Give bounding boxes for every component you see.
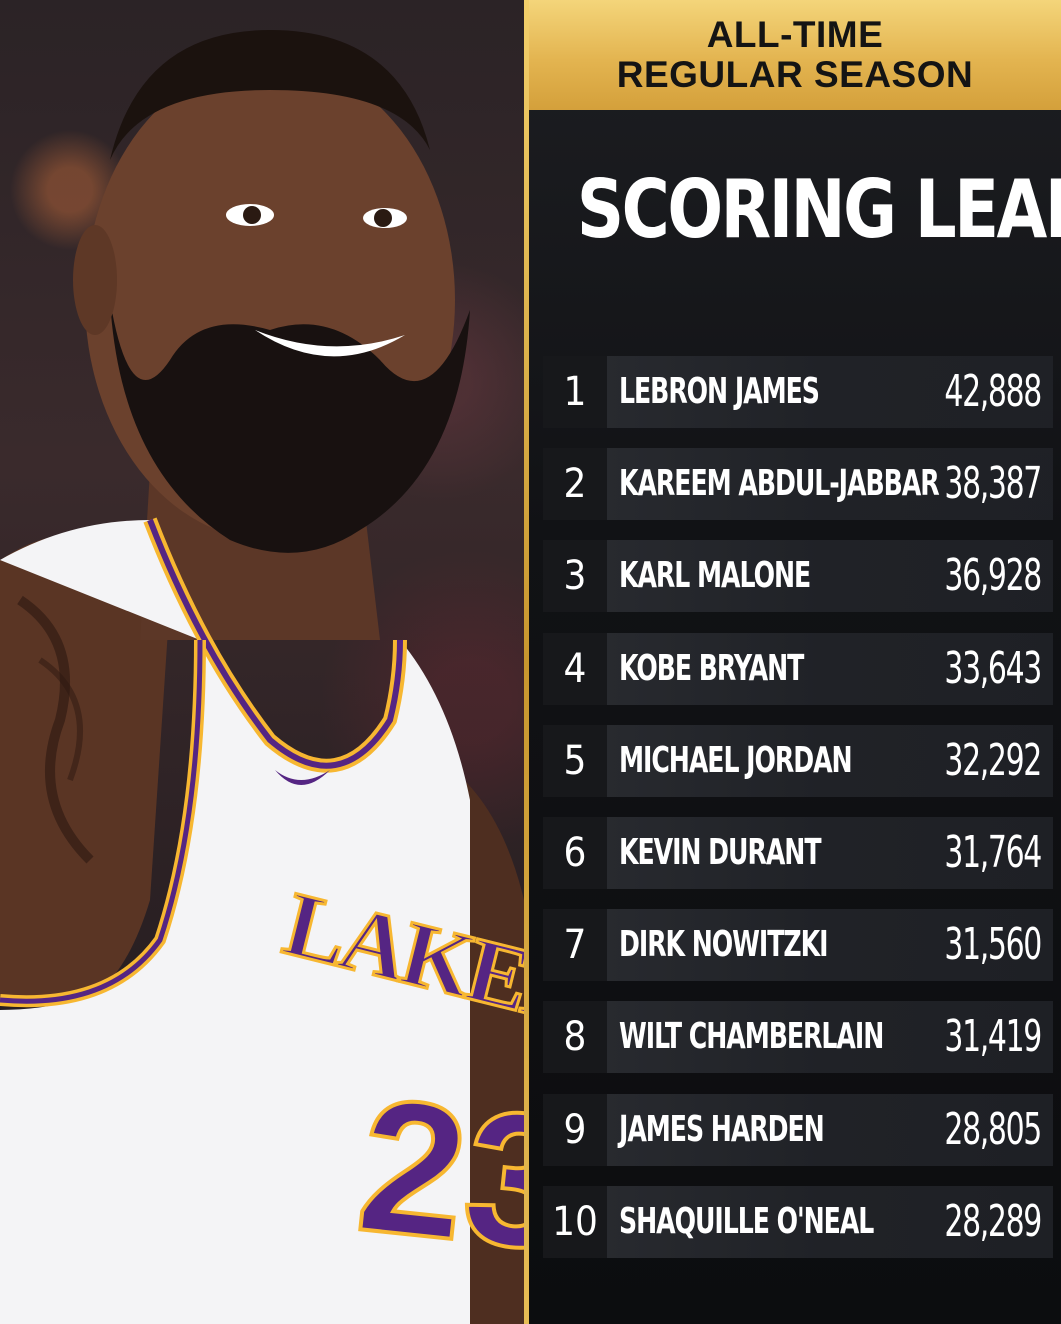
leaderboard-panel: ALL-TIME REGULAR SEASON SCORING LEADERS … [529,0,1061,1324]
leader-name: KAREEM ABDUL-JABBAR [619,463,940,505]
leader-name: MICHAEL JORDAN [619,739,853,781]
leader-points: 31,764 [944,826,1042,878]
leader-name: WILT CHAMBERLAIN [619,1016,884,1058]
leader-name: KARL MALONE [619,555,811,597]
leader-name: KOBE BRYANT [619,647,804,689]
leader-rank: 8 [543,1001,607,1074]
leader-rank: 4 [543,632,607,705]
player-illustration [0,30,524,1324]
leader-name: LEBRON JAMES [619,371,820,412]
leader-points: 28,805 [944,1103,1042,1155]
leader-row: 9 JAMES HARDEN 28,805 [543,1093,1053,1166]
leader-points: 31,560 [944,919,1042,971]
header-banner: ALL-TIME REGULAR SEASON [529,0,1061,110]
leader-points: 36,928 [944,550,1042,602]
leader-row: 7 DIRK NOWITZKI 31,560 [543,909,1053,982]
page-title: SCORING LEADERS [576,163,1061,256]
leader-row: 5 MICHAEL JORDAN 32,292 [543,724,1053,797]
leader-row: 2 KAREEM ABDUL-JABBAR 38,387 [543,448,1053,521]
leader-name: JAMES HARDEN [619,1108,825,1150]
leader-points: 38,387 [944,458,1042,510]
leader-rank: 10 [543,1185,607,1258]
jersey-number: 23 [347,1057,524,1294]
leader-rank: 1 [543,356,607,428]
leader-points: 28,289 [944,1195,1042,1247]
leader-points: 42,888 [944,366,1042,417]
leader-rank: 9 [543,1093,607,1166]
leader-name: SHAQUILLE O'NEAL [619,1200,874,1242]
leader-name: KEVIN DURANT [619,831,822,873]
player-photo: LAKERS 23 [0,0,524,1324]
leader-row: 10 SHAQUILLE O'NEAL 28,289 [543,1185,1053,1258]
leader-name: DIRK NOWITZKI [619,924,828,966]
leader-points: 31,419 [944,1011,1042,1063]
leader-row: 6 KEVIN DURANT 31,764 [543,816,1053,889]
leader-rank: 7 [543,909,607,982]
leader-row: 3 KARL MALONE 36,928 [543,540,1053,613]
leader-row: 1 LEBRON JAMES 42,888 [543,356,1053,428]
leader-points: 32,292 [944,734,1042,786]
leader-rank: 6 [543,816,607,889]
leader-row: 4 KOBE BRYANT 33,643 [543,632,1053,705]
leader-points: 33,643 [944,642,1042,694]
header-line-2: REGULAR SEASON [616,54,974,95]
leader-rank: 5 [543,724,607,797]
header-line-1: ALL-TIME [706,14,884,55]
leader-rank: 3 [543,540,607,613]
leaders-list: 1 LEBRON JAMES 42,888 2 KAREEM ABDUL-JABBAR 3… [543,356,1053,1278]
leader-rank: 2 [543,448,607,521]
leader-row: 8 WILT CHAMBERLAIN 31,419 [543,1001,1053,1074]
gold-divider [524,0,529,1324]
